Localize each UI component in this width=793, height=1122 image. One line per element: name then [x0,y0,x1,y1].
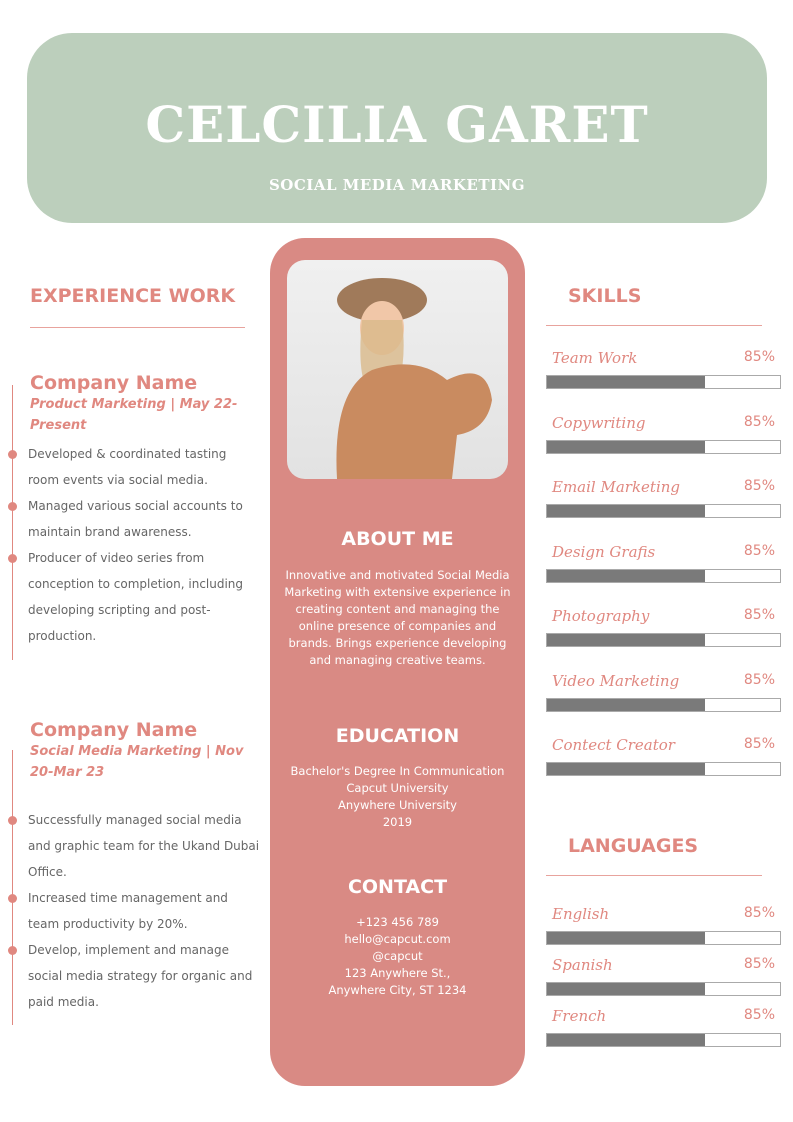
progress-bar [546,375,781,389]
job-entry: Company Name Social Media Marketing | No… [30,719,250,783]
percent: 85% [743,671,775,688]
percent: 85% [743,413,775,430]
label: Team Work [552,349,638,367]
bullet-item: Managed various social accounts to maint… [0,493,260,545]
bullet-dot-icon [8,946,17,955]
percent: 85% [743,349,775,365]
progress-bar [546,1033,781,1047]
job-bullets: Successfully managed social media and gr… [0,807,260,1015]
bullet-item: Increased time management and team produ… [0,885,260,937]
address: 123 Anywhere St., [344,966,451,980]
progress-bar [546,697,781,712]
percent: 85% [743,1007,775,1023]
progress-fill [547,983,706,995]
skill-item: Design Grafis 85% [546,543,781,583]
education-heading: EDUCATION [335,725,460,747]
progress-fill [547,440,706,453]
city: Anywhere City, ST 1234 [328,983,467,997]
language-item: French 85% [546,1007,781,1047]
timeline-line [12,750,13,1025]
label: Design Grafis [552,542,656,561]
progress-fill [547,505,706,517]
bullet-dot-icon [8,502,17,511]
label: Spanish [552,956,613,974]
email: hello@capcut.com [344,932,451,946]
percent: 85% [743,905,775,921]
bullet-dot-icon [8,816,17,825]
label: Email Marketing [552,478,681,496]
progress-fill [547,569,706,582]
progress-bar [546,504,781,518]
label: Video Marketing [552,671,680,690]
progress-fill [547,376,706,388]
progress-bar [546,762,781,776]
progress-bar [546,439,781,454]
bullet-dot-icon [8,450,17,459]
skills-heading: SKILLS [568,285,642,307]
divider [546,875,762,876]
experience-heading: EXPERIENCE WORK [30,285,236,307]
progress-bar [546,633,781,647]
contact-heading: CONTACT [347,876,448,898]
company-name: Company Name [30,719,198,741]
skill-item: Video Marketing 85% [546,672,781,712]
divider [546,325,762,326]
label: Contect Creator [552,736,675,754]
header-banner: CELCILIA GARET SOCIAL MEDIA MARKETING [27,33,767,223]
center-panel: ABOUT ME Innovative and motivated Social… [270,238,525,1086]
contact-details: +123 456 789 hello@capcut.com @capcut 123 A… [280,914,515,999]
percent: 85% [743,956,775,972]
language-item: English 85% [546,905,781,945]
progress-fill [547,698,706,711]
job-subtitle: Social Media Marketing | Nov 20-Mar 23 [30,744,244,780]
percent: 85% [743,736,775,752]
languages-heading: LANGUAGES [568,835,699,857]
percent: 85% [743,542,775,559]
progress-fill [547,1034,706,1046]
bullet-dot-icon [8,894,17,903]
handle: @capcut [372,949,423,963]
job-title: SOCIAL MEDIA MARKETING [268,176,526,194]
label: Copywriting [552,413,646,432]
progress-bar [546,568,781,583]
progress-fill [547,932,706,944]
phone: +123 456 789 [356,915,439,929]
timeline-line [12,385,13,660]
company-name: Company Name [30,372,198,394]
bullet-item: Developed & coordinated tasting room eve… [0,441,260,493]
language-item: Spanish 85% [546,956,781,996]
percent: 85% [743,478,775,494]
about-heading: ABOUT ME [341,528,454,550]
bullet-item: Successfully managed social media and gr… [0,807,260,885]
job-subtitle: Product Marketing | May 22-Present [30,397,238,433]
skill-item: Copywriting 85% [546,414,781,454]
percent: 85% [743,607,775,623]
bullet-dot-icon [8,554,17,563]
progress-bar [546,931,781,945]
progress-fill [547,763,706,775]
label: French [552,1007,607,1025]
profile-photo [287,260,508,479]
job-bullets: Developed & coordinated tasting room eve… [0,441,260,649]
divider [30,327,245,328]
bullet-item: Develop, implement and manage social med… [0,937,260,1015]
job-entry: Company Name Product Marketing | May 22-… [30,372,265,436]
progress-fill [547,634,706,646]
person-name: CELCILIA GARET [145,95,649,154]
skill-item: Contect Creator 85% [546,736,781,776]
skill-item: Email Marketing 85% [546,478,781,518]
about-text: Innovative and motivated Social Media Ma… [284,568,511,667]
skill-item: Photography 85% [546,607,781,647]
skill-item: Team Work 85% [546,349,781,389]
label: Photography [552,607,650,625]
bullet-item: Producer of video series from conception… [0,545,260,649]
education-details: Bachelor's Degree In Communication Capcut… [290,764,505,829]
progress-bar [546,982,781,996]
label: English [552,905,610,923]
